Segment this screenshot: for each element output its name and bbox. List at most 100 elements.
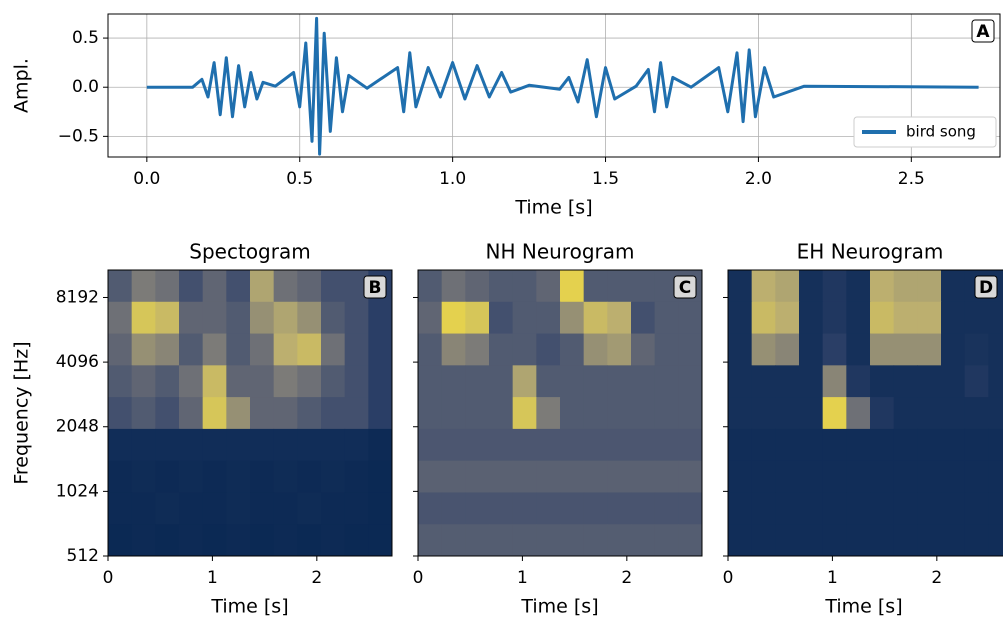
heatmap-cell (728, 270, 753, 303)
heatmap-cell (179, 365, 204, 398)
heatmap-cell (536, 492, 561, 525)
x-tick-label: 1 (827, 568, 838, 588)
heatmap-cell (607, 301, 632, 335)
y-axis-label: Ampl. (11, 58, 33, 113)
heatmap-cell (321, 333, 346, 366)
heatmap-cell (822, 397, 847, 430)
heatmap-cell (631, 397, 656, 430)
heatmap-cell (321, 428, 346, 462)
heatmap-cell (846, 301, 871, 335)
heatmap-cell (728, 492, 753, 525)
heatmap-cell (465, 524, 490, 557)
heatmap-cell (344, 333, 369, 366)
heatmap-cell (751, 301, 776, 335)
heatmap-cell (607, 460, 632, 493)
heatmap-cell (631, 460, 656, 493)
heatmap-cell (607, 492, 632, 525)
heatmap-cell (273, 270, 298, 303)
heatmap-cell (131, 524, 156, 557)
heatmap-cell (250, 524, 275, 557)
heatmap-cell (631, 333, 656, 366)
heatmap-cell (226, 301, 251, 335)
y-tick-label: 0.0 (72, 77, 99, 97)
heatmap-cell (297, 397, 322, 430)
heatmap-cell (418, 428, 443, 462)
heatmap-cell (893, 428, 918, 462)
heatmap-cell (775, 397, 800, 430)
heatmap-cell (226, 492, 251, 525)
heatmap-cell (418, 270, 443, 303)
heatmap-cell (678, 301, 703, 335)
heatmap-cell (728, 397, 753, 430)
x-tick-label: 2.5 (898, 169, 925, 189)
heatmap-cell (964, 397, 989, 430)
plot-frame (727, 269, 1003, 557)
heatmap-cell (536, 397, 561, 430)
heatmap-cell (108, 524, 133, 557)
heatmap-cell (179, 270, 204, 303)
panel-label-box (971, 19, 995, 43)
heatmap-cell (297, 365, 322, 398)
heatmap-cell (941, 524, 966, 557)
heatmap-cell (489, 397, 514, 430)
heatmap-cell (893, 524, 918, 557)
heatmap-cell (226, 397, 251, 430)
x-tick-label: 2 (621, 568, 632, 588)
heatmap-cell (775, 365, 800, 398)
heatmap-cell (775, 333, 800, 366)
heatmap-cell (321, 365, 346, 398)
legend-label: bird song (906, 123, 976, 141)
heatmap-cell (536, 460, 561, 493)
heatmap-cell (512, 428, 537, 462)
heatmap-cell (870, 365, 895, 398)
heatmap-cell (297, 301, 322, 335)
heatmap-cell (441, 428, 466, 462)
x-axis-label: Time [s] (514, 197, 592, 219)
heatmap-cell (465, 365, 490, 398)
heatmap-cell (631, 270, 656, 303)
heatmap-cell (799, 397, 824, 430)
heatmap-cell (654, 397, 679, 430)
heatmap-cell (202, 524, 227, 557)
heatmap-cell (678, 492, 703, 525)
heatmap-cell (344, 301, 369, 335)
heatmap-cell (846, 333, 871, 366)
heatmap-cell (179, 428, 204, 462)
heatmap-cell (441, 460, 466, 493)
heatmap-cell (131, 428, 156, 462)
heatmap-cell (512, 333, 537, 366)
heatmap-cell (297, 524, 322, 557)
panel-label-box (673, 275, 697, 299)
heatmap-cell (131, 397, 156, 430)
heatmap-cell (179, 333, 204, 366)
heatmap-cell (155, 270, 180, 303)
y-axis-label: Frequency [Hz] (11, 341, 33, 484)
heatmap-cell (418, 460, 443, 493)
heatmap-cell (607, 524, 632, 557)
heatmap-cell (536, 365, 561, 398)
chart-title: EH Neurogram (797, 240, 944, 264)
heatmap-cell (368, 333, 393, 366)
heatmap-cell (728, 365, 753, 398)
heatmap-cell (654, 333, 679, 366)
heatmap-cell (108, 270, 133, 303)
heatmap-cell (870, 333, 895, 366)
heatmap-cell (654, 365, 679, 398)
heatmap-cell (560, 365, 585, 398)
heatmap-cell (202, 270, 227, 303)
heatmap-cell (988, 365, 1003, 398)
heatmap-cell (870, 397, 895, 430)
heatmap-cell (202, 428, 227, 462)
heatmap-cell (560, 524, 585, 557)
heatmap-cell (941, 333, 966, 366)
heatmap-cell (846, 460, 871, 493)
x-tick-label: 1 (517, 568, 528, 588)
heatmap-cell (441, 492, 466, 525)
line-series (146, 16, 979, 156)
heatmap-cell (799, 428, 824, 462)
heatmap-cell (917, 333, 942, 366)
heatmap-cell (321, 270, 346, 303)
heatmap-cell (321, 460, 346, 493)
heatmap-cell (560, 492, 585, 525)
heatmap-cell (964, 333, 989, 366)
